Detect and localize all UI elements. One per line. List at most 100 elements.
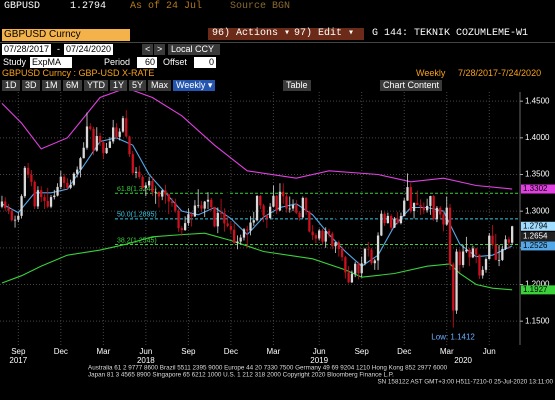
candle-body [33, 181, 36, 207]
candle-body [327, 231, 331, 234]
period-button[interactable]: 5Y [129, 80, 147, 91]
candle-body [219, 212, 223, 214]
period-button[interactable]: 6M [63, 80, 82, 91]
chart-content-button[interactable]: Chart Content [380, 80, 443, 91]
candle-body [20, 196, 23, 216]
candle-body [507, 239, 511, 243]
candle-body [340, 249, 344, 258]
candle-body [210, 199, 213, 208]
candle-body [396, 218, 399, 224]
y-tick-label: 1.1500 [525, 316, 550, 325]
last-value-label: 1.2526 [523, 241, 548, 250]
start-date[interactable]: 07/28/2017 [2, 44, 52, 55]
candle-body [203, 201, 206, 209]
period-button[interactable]: 1M [42, 80, 61, 91]
period-button[interactable]: Max [148, 80, 172, 91]
candle-body [435, 207, 439, 220]
period-button[interactable]: Weekly ▾ [173, 80, 216, 91]
candle-body [334, 242, 337, 247]
last-value-box [521, 241, 555, 251]
candle-body [102, 142, 105, 154]
candle-body [183, 223, 187, 231]
candle-body [262, 205, 265, 216]
currency-select[interactable]: Local CCY [168, 44, 220, 55]
candle-body [412, 202, 416, 212]
candle-body [151, 180, 154, 193]
candle-body [304, 197, 308, 212]
candle-body [298, 212, 301, 218]
candle-body [89, 126, 92, 129]
candle-body [239, 237, 242, 242]
candle-body [465, 249, 468, 252]
candle-body [66, 182, 69, 188]
prev-button[interactable]: < [142, 44, 154, 55]
fib-label: 61.8(1.3244) [117, 186, 157, 193]
candle-body [478, 254, 481, 276]
candle-body [36, 190, 40, 207]
period-button[interactable]: 1D [2, 80, 20, 91]
candle-body [56, 186, 59, 196]
table-button[interactable]: Table [283, 80, 311, 91]
candle-body [131, 154, 134, 173]
next-button[interactable]: > [154, 44, 166, 55]
candle-body [161, 190, 164, 197]
candle-body [128, 136, 131, 155]
end-date[interactable]: 07/24/2020 [64, 44, 114, 55]
candle-body [138, 171, 141, 177]
divider [0, 42, 555, 43]
year-label: 2018 [137, 356, 155, 365]
candle-body [461, 251, 465, 265]
candle-body [314, 235, 318, 239]
security-field[interactable]: GBPUSD Curncy [2, 29, 130, 41]
candle-body [242, 229, 246, 238]
candle-body [200, 205, 203, 209]
candle-body [105, 147, 108, 154]
date-dash: - [57, 44, 60, 54]
candle-body [511, 226, 514, 243]
last-value-box [521, 232, 555, 242]
edit-menu[interactable]: 97) Edit ▾ [290, 28, 364, 40]
period-button[interactable]: YTD [84, 80, 108, 91]
candle-body [4, 201, 7, 209]
period-label: Period [104, 57, 131, 67]
candle-body [311, 231, 314, 236]
candle-body [399, 216, 403, 224]
x-tick-label: Jun [313, 347, 326, 356]
actions-menu[interactable]: 96) Actions ▾ [208, 28, 290, 40]
candle-body [53, 195, 56, 198]
study-select[interactable]: ExpMA [30, 57, 72, 68]
candle-body [497, 259, 501, 261]
candle-body [112, 127, 115, 142]
candle-body [347, 272, 350, 283]
ticker: GBPUSD [4, 1, 41, 12]
candle-body [432, 196, 435, 220]
candle-body [259, 195, 262, 206]
candle-body [108, 141, 112, 148]
candle-body [141, 176, 144, 188]
candle-body [180, 228, 183, 231]
candle-body [170, 201, 174, 204]
candle-body [30, 174, 33, 182]
candle-body [468, 249, 471, 258]
candle-body [386, 215, 390, 224]
footer-line: Australia 61 2 9777 8600 Brazil 5511 239… [88, 365, 448, 372]
candle-body [471, 248, 475, 258]
y-tick-label: 1.4500 [525, 96, 550, 105]
offset-input[interactable]: 0 [194, 57, 216, 68]
period-button[interactable]: 3D [22, 80, 40, 91]
period-button[interactable]: 1Y [110, 80, 128, 91]
candle-body [95, 136, 98, 151]
candle-body [422, 206, 425, 211]
price: 1.2794 [70, 1, 107, 12]
candle-body [216, 212, 219, 227]
period-input[interactable]: 60 [137, 57, 157, 68]
candle-body [380, 213, 383, 236]
candle-body [357, 263, 360, 274]
page-title: G 144: TEKNIK COZUMLEME-W1 [372, 28, 529, 39]
footer-line: SN 158122 AST GMT+3:00 H511-7210-0 25-Ju… [377, 379, 553, 386]
candle-body [229, 225, 233, 230]
candle-body [177, 210, 180, 229]
candle-body [236, 241, 239, 243]
candle-body [265, 215, 269, 218]
candle-body [226, 223, 229, 226]
